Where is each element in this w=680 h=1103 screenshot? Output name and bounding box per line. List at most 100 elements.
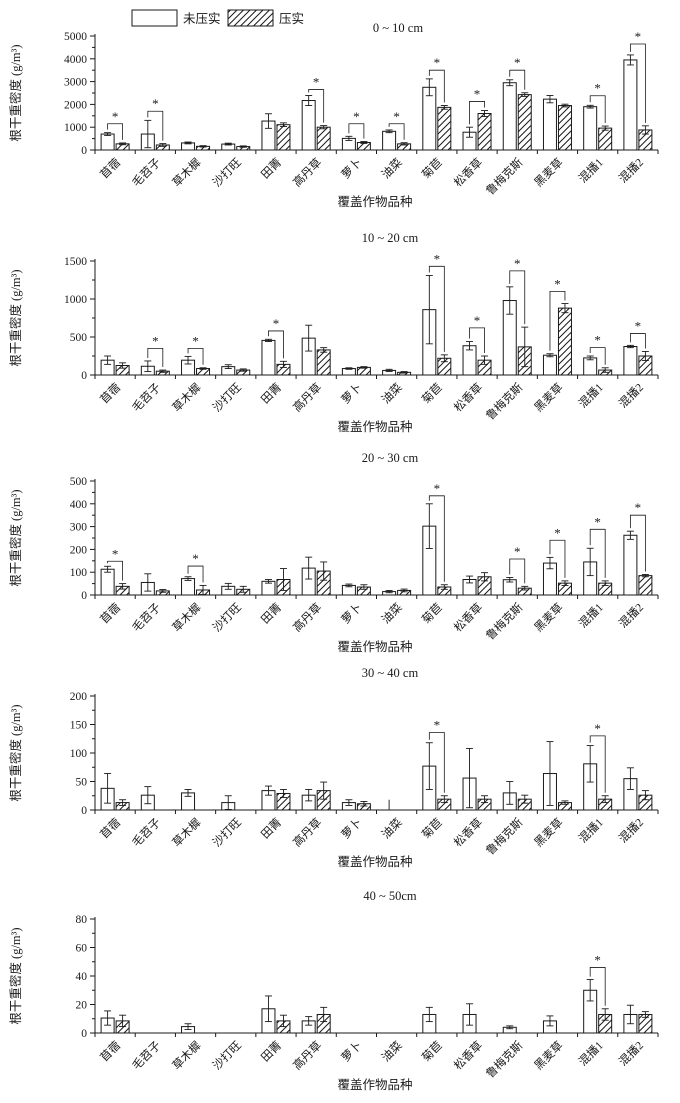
- x-category-label: 黑麦草: [532, 381, 566, 415]
- bar-uncompacted: [623, 59, 638, 151]
- x-category-label: 鲁梅克斯: [483, 1038, 526, 1081]
- significance-bracket: [469, 327, 485, 353]
- x-axis-title: 覆盖作物品种: [337, 855, 412, 869]
- significance-bracket: [629, 333, 646, 349]
- panel-title: 10 ~ 20 cm: [362, 231, 419, 245]
- significance-bracket: [147, 110, 164, 141]
- y-tick-label: 60: [76, 943, 88, 955]
- bar-compacted: [316, 349, 331, 376]
- x-category-label: 鲁梅克斯: [483, 155, 526, 198]
- x-category-label: 混播1: [576, 155, 606, 185]
- y-tick-label: 200: [70, 691, 88, 703]
- y-axis-title: 根干重密度 (g/m³): [8, 489, 23, 586]
- x-axis-title: 覆盖作物品种: [337, 195, 412, 209]
- x-category-label: 田菁: [259, 601, 284, 626]
- x-category-label: 黑麦草: [532, 1039, 566, 1073]
- panel-depth-0: 0 1000 2000 3000 4000 5000 苜蓿 毛苕子 草木樨 沙打旺 田菁 高丹草 萝卜油…: [8, 9, 659, 209]
- bar-uncompacted: [100, 568, 115, 596]
- y-tick-label: 1000: [64, 294, 87, 306]
- x-category-label: 田菁: [259, 816, 284, 841]
- significance-star: *: [554, 525, 561, 540]
- bar-uncompacted: [623, 346, 638, 376]
- x-category-label: 鲁梅克斯: [483, 380, 526, 423]
- y-tick-label: 80: [76, 914, 88, 926]
- x-category-label: 田菁: [259, 1039, 284, 1064]
- y-tick-label: 100: [70, 748, 88, 760]
- x-category-label: 混播2: [616, 380, 646, 410]
- significance-bracket: [509, 270, 526, 325]
- significance-bracket: [388, 123, 405, 140]
- x-category-label: 黑麦草: [532, 601, 566, 635]
- y-tick-label: 0: [81, 805, 87, 817]
- x-category-label: 鲁梅克斯: [483, 815, 526, 858]
- significance-bracket: [268, 330, 284, 359]
- y-axis-title: 根干重密度 (g/m³): [8, 44, 23, 141]
- significance-star: *: [313, 75, 320, 90]
- bar-uncompacted: [382, 130, 397, 151]
- x-category-label: 油菜: [379, 1038, 406, 1065]
- x-category-label: 沙打旺: [210, 600, 245, 635]
- x-category-label: 混播2: [616, 600, 646, 630]
- significance-bracket: [187, 565, 204, 583]
- significance-star: *: [434, 55, 441, 70]
- y-tick-label: 500: [70, 332, 88, 344]
- bar-compacted: [517, 94, 532, 151]
- significance-star: *: [273, 316, 280, 331]
- significance-bracket: [509, 69, 526, 90]
- x-category-label: 苜蓿: [97, 155, 123, 181]
- x-category-label: 混播2: [616, 155, 646, 185]
- x-category-label: 高丹草: [290, 1038, 324, 1072]
- bar-uncompacted: [542, 354, 557, 376]
- x-category-label: 混播1: [576, 380, 606, 410]
- x-category-label: 菊苣: [419, 1039, 444, 1064]
- x-category-label: 草木樨: [169, 380, 203, 414]
- x-category-label: 沙打旺: [210, 1038, 245, 1073]
- x-axis-title: 覆盖作物品种: [337, 640, 412, 654]
- significance-star: *: [474, 86, 481, 101]
- significance-bracket: [629, 514, 646, 572]
- x-category-label: 草木樨: [169, 600, 203, 634]
- panel-title: 20 ~ 30 cm: [362, 451, 419, 465]
- significance-bracket: [589, 95, 606, 124]
- significance-bracket: [589, 347, 606, 365]
- significance-star: *: [594, 952, 601, 967]
- panel-title: 40 ~ 50cm: [363, 889, 417, 903]
- legend-swatch-compacted: [227, 9, 274, 27]
- x-category-label: 草木樨: [169, 815, 203, 849]
- significance-star: *: [635, 319, 642, 334]
- significance-star: *: [112, 109, 119, 124]
- significance-star: *: [434, 251, 441, 266]
- bar-compacted: [276, 124, 291, 151]
- x-category-label: 毛苕子: [130, 1039, 164, 1073]
- bar-uncompacted: [100, 133, 115, 151]
- y-tick-label: 4000: [64, 54, 87, 66]
- x-category-label: 毛苕子: [130, 156, 164, 190]
- significance-star: *: [514, 256, 521, 271]
- significance-star: *: [434, 481, 441, 496]
- panel-title: 30 ~ 40 cm: [362, 666, 419, 680]
- x-category-label: 毛苕子: [130, 381, 164, 415]
- x-category-label: 鲁梅克斯: [483, 600, 526, 643]
- bar-uncompacted: [181, 578, 196, 596]
- bar-compacted: [477, 113, 492, 151]
- significance-star: *: [594, 514, 601, 529]
- significance-star: *: [594, 333, 601, 348]
- x-category-label: 沙打旺: [210, 815, 245, 850]
- x-category-label: 苜蓿: [97, 380, 123, 406]
- significance-star: *: [192, 551, 199, 566]
- bar-compacted: [316, 126, 331, 151]
- y-axis-title: 根干重密度 (g/m³): [8, 269, 23, 366]
- significance-star: *: [393, 109, 400, 124]
- y-tick-label: 20: [76, 1000, 88, 1012]
- x-category-label: 混播1: [576, 600, 606, 630]
- significance-star: *: [635, 500, 642, 515]
- significance-star: *: [192, 333, 199, 348]
- x-category-label: 高丹草: [290, 380, 324, 414]
- x-category-label: 菊苣: [419, 601, 444, 626]
- x-category-label: 毛苕子: [130, 601, 164, 635]
- x-axis-title: 覆盖作物品种: [337, 1078, 412, 1092]
- panel-depth-3: 0 50 100 150 200 苜蓿 毛苕子 草木樨 沙打旺 田菁 高丹草 萝卜 油菜 菊苣 松香草 鲁梅克…: [8, 666, 659, 869]
- significance-star: *: [152, 96, 159, 111]
- bar-uncompacted: [583, 357, 598, 376]
- x-category-label: 混播2: [616, 815, 646, 845]
